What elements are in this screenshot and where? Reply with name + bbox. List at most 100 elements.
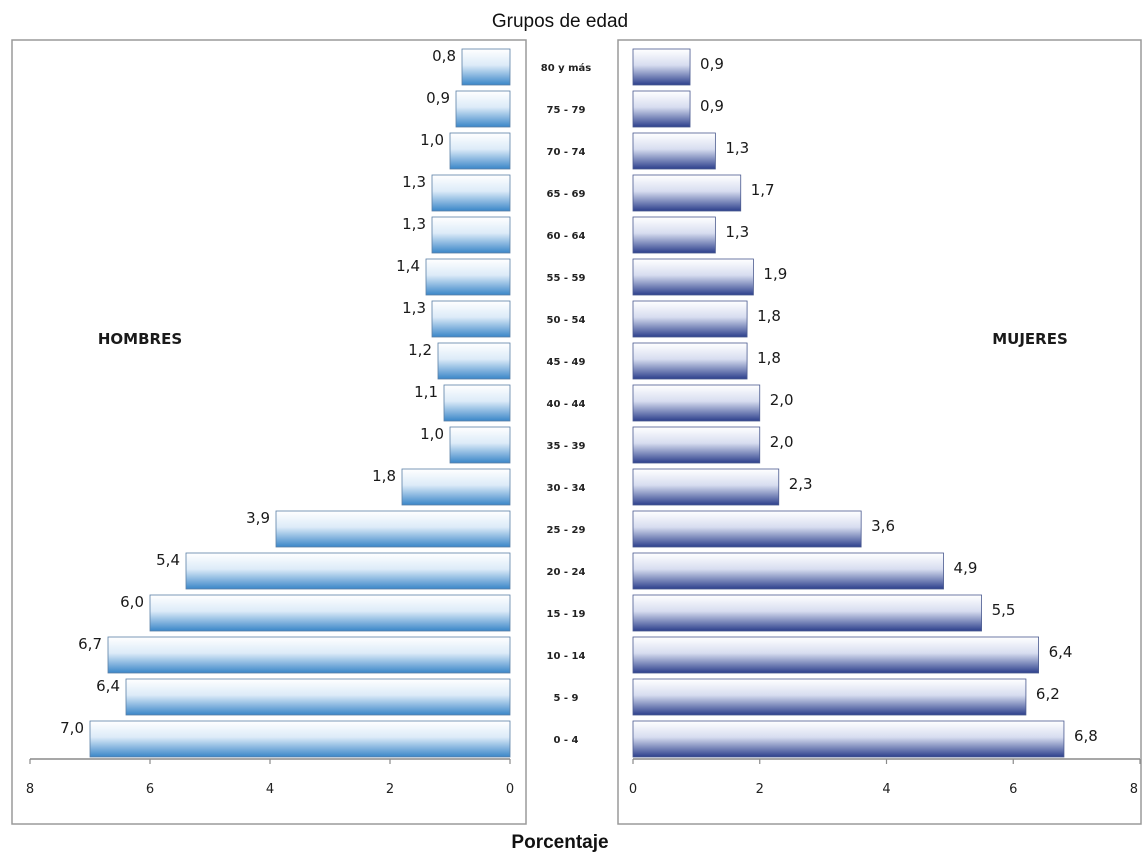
male-tick-label: 6: [146, 782, 154, 797]
age-group-label: 35 - 39: [547, 441, 586, 452]
male-x-ticks: 8 6 4 2 0: [26, 759, 514, 797]
age-group-label: 60 - 64: [547, 231, 586, 242]
chart-title: Grupos de edad: [492, 11, 628, 32]
female-bar-label: 1,3: [725, 139, 749, 157]
female-bar-label: 1,7: [751, 181, 775, 199]
male-bar: [455, 90, 511, 128]
male-bar-label: 6,0: [120, 593, 144, 611]
age-group-labels: 0 - 4 5 - 9 10 - 14 15 - 19 20 - 24 25 - 29 30…: [541, 62, 592, 746]
female-bar: [632, 300, 748, 338]
female-bar-label: 6,4: [1049, 643, 1073, 661]
male-bar-label: 1,8: [372, 467, 396, 485]
male-bar: [461, 48, 511, 86]
female-tick-label: 0: [629, 782, 637, 797]
male-bar: [431, 300, 511, 338]
female-bar-label: 1,9: [763, 265, 787, 283]
male-bar: [431, 216, 511, 254]
male-bar-label: 1,4: [396, 257, 420, 275]
female-bar: [632, 636, 1040, 674]
female-bars: 6,8 6,2 6,4 5,5 4,9 3,6 2,3 2,0 2,0 1,8 1,8 1,9 1,3 1…: [632, 48, 1098, 758]
male-bar-label: 3,9: [246, 509, 270, 527]
female-tick-label: 8: [1130, 782, 1138, 797]
female-bar-label: 1,8: [757, 307, 781, 325]
male-bar-label: 7,0: [60, 719, 84, 737]
female-bar: [632, 720, 1065, 758]
age-group-label: 75 - 79: [547, 105, 586, 116]
female-bar: [632, 426, 761, 464]
male-bar: [185, 552, 511, 590]
male-bar-label: 1,3: [402, 173, 426, 191]
male-bar: [443, 384, 511, 422]
female-bar: [632, 258, 754, 296]
male-bar: [401, 468, 511, 506]
x-axis-title: Porcentaje: [511, 832, 608, 853]
female-bar: [632, 552, 944, 590]
female-bar-label: 1,8: [757, 349, 781, 367]
female-bar-label: 5,5: [992, 601, 1016, 619]
female-bar-label: 2,0: [770, 433, 794, 451]
age-group-label: 0 - 4: [553, 735, 578, 746]
male-bar: [449, 426, 511, 464]
male-bar-label: 6,4: [96, 677, 120, 695]
female-bar-label: 2,0: [770, 391, 794, 409]
age-group-label: 5 - 9: [553, 693, 578, 704]
female-bar-label: 4,9: [954, 559, 978, 577]
female-tick-label: 2: [756, 782, 764, 797]
female-bar-label: 0,9: [700, 97, 724, 115]
female-bar: [632, 216, 716, 254]
age-group-label: 40 - 44: [547, 399, 586, 410]
male-bar: [437, 342, 511, 380]
male-bar-label: 6,7: [78, 635, 102, 653]
male-bar: [425, 258, 511, 296]
female-bar: [632, 174, 742, 212]
male-bar-label: 1,0: [420, 425, 444, 443]
age-group-label: 55 - 59: [547, 273, 586, 284]
male-tick-label: 0: [506, 782, 514, 797]
female-bar-label: 1,3: [725, 223, 749, 241]
female-bar-label: 2,3: [789, 475, 813, 493]
age-group-label: 45 - 49: [547, 357, 586, 368]
male-bar-label: 5,4: [156, 551, 180, 569]
male-bar-label: 1,0: [420, 131, 444, 149]
female-bar: [632, 384, 761, 422]
age-group-label: 50 - 54: [547, 315, 586, 326]
male-bar: [149, 594, 511, 632]
male-bar: [107, 636, 511, 674]
male-bar: [125, 678, 511, 716]
female-tick-label: 4: [882, 782, 890, 797]
age-group-label: 15 - 19: [547, 609, 586, 620]
age-group-label: 65 - 69: [547, 189, 586, 200]
female-x-ticks: 0 2 4 6 8: [629, 759, 1141, 797]
male-bar-label: 0,9: [426, 89, 450, 107]
age-group-label: 25 - 29: [547, 525, 586, 536]
age-group-label: 20 - 24: [547, 567, 586, 578]
age-group-label: 80 y más: [541, 62, 592, 74]
male-bar: [275, 510, 511, 548]
male-tick-label: 8: [26, 782, 34, 797]
age-group-label: 10 - 14: [547, 651, 586, 662]
age-group-label: 70 - 74: [547, 147, 586, 158]
male-bar-label: 0,8: [432, 47, 456, 65]
female-bar-label: 0,9: [700, 55, 724, 73]
female-bar-label: 6,2: [1036, 685, 1060, 703]
male-tick-label: 2: [386, 782, 394, 797]
female-bar: [632, 90, 691, 128]
male-tick-label: 4: [266, 782, 274, 797]
female-bar: [632, 132, 716, 170]
female-bar-label: 3,6: [871, 517, 895, 535]
male-bar: [89, 720, 511, 758]
male-bar-label: 1,3: [402, 215, 426, 233]
female-bar: [632, 510, 862, 548]
male-bar: [449, 132, 511, 170]
male-bar-label: 1,2: [408, 341, 432, 359]
age-group-label: 30 - 34: [547, 483, 586, 494]
female-bar: [632, 678, 1027, 716]
female-series-label: MUJERES: [992, 330, 1068, 348]
female-bar: [632, 468, 780, 506]
female-bar: [632, 48, 691, 86]
female-bar-label: 6,8: [1074, 727, 1098, 745]
male-bars: 7,0 6,4 6,7 6,0 5,4 3,9 1,8 1,0 1,1 1,2 1,3 1,4 1,3 1…: [60, 47, 511, 758]
female-bar: [632, 342, 748, 380]
male-bar-label: 1,3: [402, 299, 426, 317]
